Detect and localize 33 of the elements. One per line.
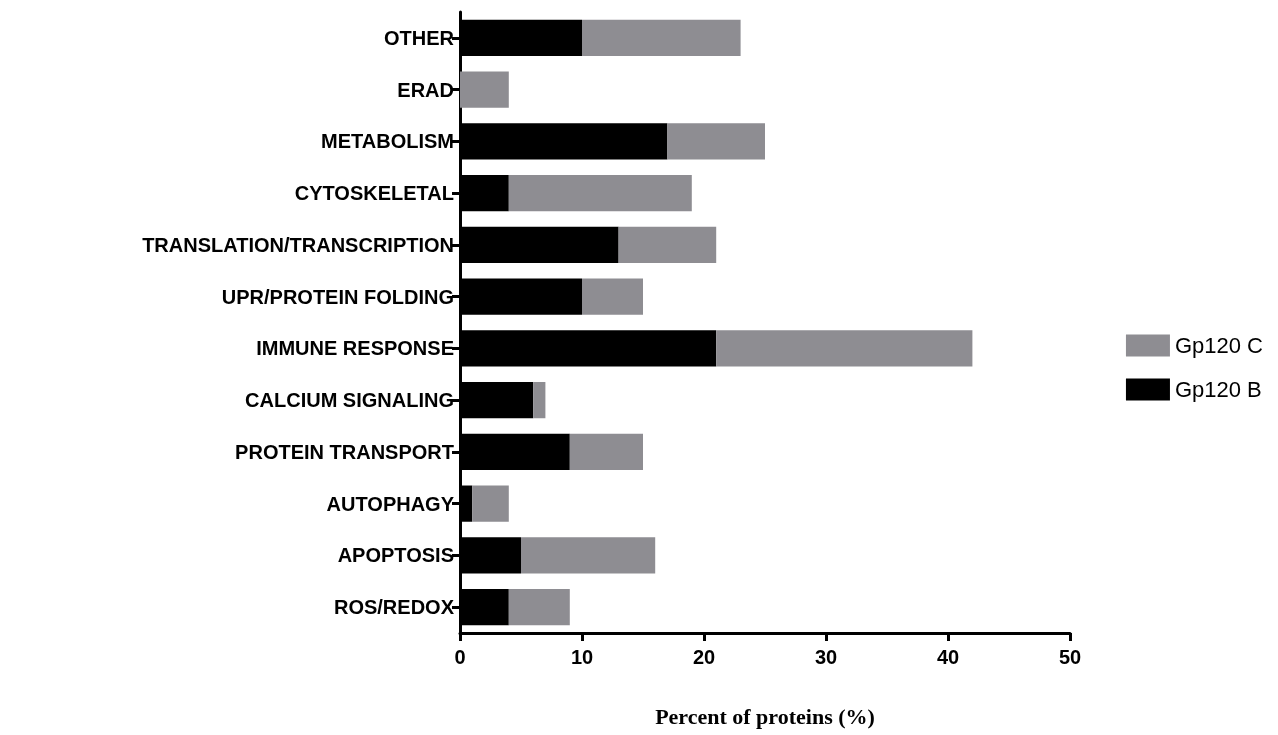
y-tick-label: ROS/REDOX — [333, 596, 455, 619]
x-tick-label: 50 — [1058, 646, 1082, 668]
bar — [460, 71, 509, 108]
bar — [472, 485, 509, 522]
y-tick-label: IMMUNE RESPONSE — [256, 337, 454, 360]
y-tick-label: AUTOPHAGY — [326, 492, 455, 515]
y-tick-label: CALCIUM SIGNALING — [245, 389, 454, 412]
x-tick-label: 20 — [692, 646, 716, 668]
y-tick-label: CYTOSKELETAL — [294, 182, 454, 205]
x-axis-title: Percent of proteins (%) — [655, 703, 875, 729]
bar — [582, 19, 741, 56]
y-tick-label: TRANSLATION/TRANSCRIPTION — [142, 233, 454, 256]
legend-label: Gp120 C — [1174, 333, 1264, 358]
y-tick-label: APOPTOSIS — [337, 544, 454, 567]
x-tick-label: 0 — [454, 646, 466, 668]
bar — [508, 589, 570, 626]
x-tick-label: 10 — [570, 646, 594, 668]
y-tick-label: PROTEIN TRANSPORT — [235, 440, 454, 463]
x-tick-label: 40 — [936, 646, 960, 668]
y-tick-label: ERAD — [397, 78, 454, 101]
bar — [521, 537, 656, 574]
bar — [508, 175, 692, 212]
bar — [618, 226, 717, 263]
legend-label: Gp120 B — [1174, 377, 1262, 402]
x-tick-label: 30 — [814, 646, 838, 668]
bar — [716, 330, 973, 367]
y-tick-label: UPR/PROTEIN FOLDING — [221, 285, 454, 308]
bar — [533, 382, 546, 419]
bar — [582, 278, 643, 315]
bar — [667, 123, 765, 160]
y-tick-label: OTHER — [384, 26, 455, 49]
y-tick-label: METABOLISM — [321, 130, 454, 153]
bar — [569, 433, 643, 470]
